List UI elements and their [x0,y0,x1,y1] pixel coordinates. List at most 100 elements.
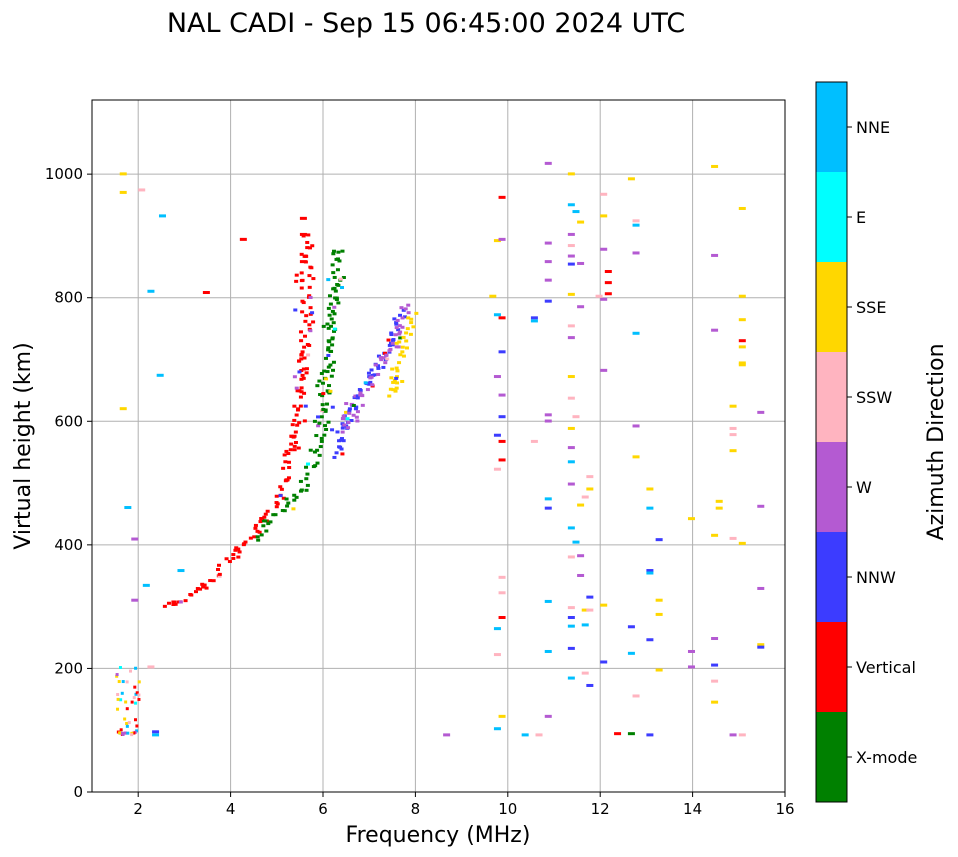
data-point [544,497,552,501]
data-point [398,353,403,357]
data-point [604,281,612,285]
data-point [299,386,304,390]
data-point [315,448,320,452]
data-point [335,268,340,272]
data-point [498,195,506,199]
data-point [729,536,737,540]
data-point [334,297,339,301]
data-point [729,404,737,408]
data-point [347,407,352,411]
data-point [310,311,315,315]
data-point [308,448,313,452]
data-point [318,445,323,449]
data-point [346,426,351,430]
data-point [289,442,294,446]
data-point [401,354,406,358]
data-point [294,386,299,390]
data-point [394,322,399,326]
data-point [311,465,316,469]
data-point [393,389,398,393]
data-point [595,294,603,298]
data-point [297,359,302,363]
data-point [335,257,340,261]
data-point [301,376,306,380]
data-point [581,671,589,675]
data-point [259,533,264,537]
data-point [711,700,719,704]
data-point [236,555,241,559]
data-point [231,556,236,560]
data-point [261,524,266,528]
data-point [274,494,279,498]
data-point [323,408,328,412]
data-point [265,509,270,513]
data-point [544,278,552,282]
data-point [299,286,304,290]
data-point [544,260,552,264]
y-tick-label: 800 [54,289,83,307]
data-point [366,371,371,375]
data-point [134,666,138,670]
data-point [330,343,335,347]
data-point [273,513,278,517]
data-point [286,452,291,456]
data-point [135,724,139,728]
data-point [303,254,308,258]
data-point [395,369,400,373]
y-axis-label: Virtual height (km) [11,342,36,549]
data-point [319,439,324,443]
data-point [253,526,258,530]
data-point [354,405,359,409]
colorbar-swatch-ssw [816,352,847,442]
data-point [353,394,358,398]
data-point [363,381,368,385]
plot-area-frame [91,99,786,793]
data-point [344,410,349,414]
data-point [493,727,501,731]
data-point [577,554,585,558]
data-point [156,373,164,377]
data-point [119,407,127,411]
data-point [567,262,575,266]
data-point [202,291,210,295]
data-point [135,729,139,733]
data-point [282,509,287,513]
data-point [305,240,310,244]
data-point [340,417,345,421]
data-point [292,418,297,422]
data-point [303,334,308,338]
data-point [321,324,326,328]
colorbar: X-mode Vertical NNW W SSW SSE E NNE [815,81,917,803]
data-point [489,294,497,298]
data-point [655,598,663,602]
data-point [299,216,307,220]
data-point [345,417,350,421]
data-point [391,388,396,392]
data-point [302,356,307,360]
data-point [329,374,334,378]
data-point [208,579,213,583]
data-point [586,595,594,599]
data-point [216,567,221,571]
data-point [655,668,663,672]
data-point [291,507,296,511]
data-point [632,694,640,698]
data-point [303,319,308,323]
data-point [330,263,335,267]
data-point [394,341,399,345]
data-point [314,434,319,438]
data-point [331,360,336,364]
data-point [757,410,765,414]
data-point [386,338,391,342]
data-point [284,449,289,453]
data-point [347,411,352,415]
data-point [329,324,334,328]
data-point [572,415,580,419]
data-point [328,389,333,393]
data-point [284,497,289,501]
data-point [655,612,663,616]
data-point [300,310,305,314]
data-point [326,346,331,350]
data-point [498,439,506,443]
data-point [293,440,298,444]
